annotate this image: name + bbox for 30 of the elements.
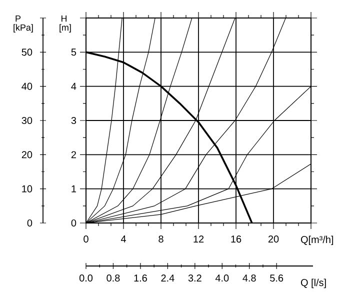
x2-axis-title: Q [l/s] (300, 278, 326, 288)
y2-tick-label: 50 (22, 48, 32, 56)
x-axis-title: Q[m³/h] (300, 236, 334, 246)
x2-tick-label: 4.8 (242, 274, 256, 282)
x-tick-label: 8 (158, 236, 164, 243)
y-tick-label: 3 (71, 116, 76, 124)
y-tick-label: 1 (72, 185, 76, 192)
y-tick-label: 0 (71, 219, 76, 227)
y2-axis-title: P [kPa] (14, 15, 33, 32)
x2-tick-label: 2.4 (161, 274, 174, 282)
x-tick-label: 20 (268, 236, 279, 243)
x-tick-label: 12 (194, 236, 204, 242)
x2-tick-label: 4.0 (215, 274, 229, 282)
y2-tick-label: 0 (27, 219, 32, 227)
x2-tick-label: 5.6 (270, 274, 284, 282)
x-tick-label: 0 (84, 236, 88, 243)
y2-tick-label: 20 (22, 151, 32, 158)
y2-tick-label: 10 (22, 185, 32, 192)
x2-tick-label: 1.6 (134, 274, 147, 282)
x-tick-label: 4 (120, 236, 126, 242)
y-tick-label: 5 (71, 48, 76, 56)
y-tick-label: 4 (71, 82, 76, 90)
x-tick-label: 16 (231, 236, 242, 243)
x2-tick-label: 0.0 (79, 274, 93, 282)
y2-tick-label: 40 (22, 82, 32, 90)
y-axis-title: H [m] (60, 15, 71, 32)
x2-tick-label: 3.2 (188, 274, 202, 282)
x2-tick-label: 0.8 (106, 274, 120, 282)
y-tick-label: 2 (71, 151, 76, 158)
y2-tick-label: 30 (22, 116, 32, 124)
